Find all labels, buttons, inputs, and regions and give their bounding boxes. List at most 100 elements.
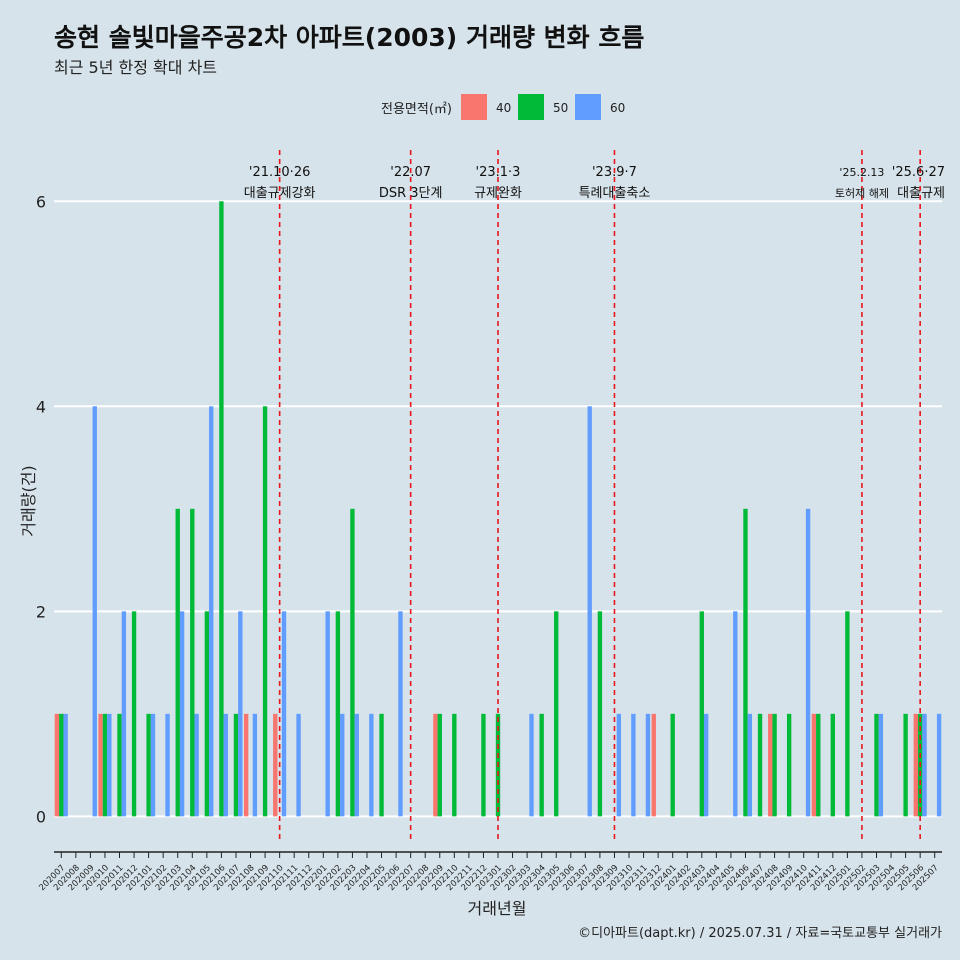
event-date-label: '25.2.13 [839, 166, 884, 179]
bar-50-202407 [757, 713, 763, 817]
y-axis-title: 거래량(건) [19, 465, 38, 536]
bar-60-202105 [209, 406, 214, 817]
bar-60-202405 [733, 611, 738, 817]
bar-50-202101 [146, 713, 151, 817]
bar-60-202010 [107, 713, 112, 817]
event-date-label: '22.07 [390, 165, 431, 180]
bar-60-202110 [281, 611, 287, 817]
bar-50-202411 [816, 713, 821, 817]
bar-50-202503 [874, 713, 879, 817]
bar-40-202209 [433, 713, 438, 817]
bar-60-202307 [587, 406, 592, 817]
bar-50-202209 [437, 713, 442, 817]
y-tick-label: 6 [36, 192, 46, 211]
y-tick-label: 4 [36, 397, 46, 416]
bar-50-202012 [131, 611, 137, 817]
bar-50-202109 [262, 406, 268, 817]
x-axis: 2020072020082020092020102020112020122021… [37, 851, 942, 893]
y-tick-label: 0 [36, 807, 46, 826]
bar-60-202102 [165, 713, 170, 817]
event-date-label: '25.6·27 [892, 165, 945, 180]
bar-50-202304 [539, 713, 544, 817]
bar-50-202107 [233, 713, 239, 817]
bar-60-202503 [878, 713, 884, 817]
event-name-label: DSR 3단계 [379, 186, 443, 201]
bar-40-202312 [651, 713, 656, 817]
bar-50-202010 [102, 713, 108, 817]
bar-40-202408 [768, 713, 773, 817]
event-date-label: '23.9·7 [592, 165, 637, 180]
bar-60-202101 [150, 713, 156, 817]
chart-subtitle: 최근 5년 한정 확대 차트 [54, 58, 218, 77]
bar-50-202202 [335, 611, 341, 817]
bar-50-202205 [379, 713, 384, 817]
bar-60-202410 [805, 508, 811, 817]
bar-60-202108 [252, 713, 258, 817]
legend-label-40: 40 [496, 101, 511, 115]
legend-swatch-40 [461, 94, 487, 120]
legend-label-60: 60 [610, 101, 625, 115]
bar-50-202406 [743, 508, 748, 817]
bar-50-202501 [845, 611, 850, 817]
bar-60-202106 [223, 713, 228, 817]
chart-title: 송현 솔빛마을주공2차 아파트(2003) 거래량 변화 흐름 [54, 23, 645, 52]
bar-60-202311 [645, 713, 651, 817]
legend: 전용면적(㎡) 40 50 60 [381, 94, 625, 120]
bars [54, 201, 942, 817]
bar-40-202108 [243, 713, 249, 817]
bar-60-202204 [369, 713, 374, 817]
bar-60-202507 [936, 713, 942, 817]
event-date-label: '23.1·3 [476, 165, 521, 180]
bar-50-202106 [219, 201, 224, 817]
bar-40-202506 [913, 713, 918, 817]
bar-40-202007 [54, 713, 60, 817]
bar-50-202203 [350, 508, 355, 817]
legend-title: 전용면적(㎡) [381, 102, 452, 117]
bar-60-202202 [340, 713, 345, 817]
bar-60-202203 [354, 713, 359, 817]
bar-60-202103 [179, 611, 185, 817]
bar-50-202403 [699, 611, 704, 817]
bar-50-202104 [190, 508, 195, 817]
bar-60-202206 [398, 611, 403, 817]
bar-50-202212 [481, 713, 486, 817]
bar-50-202401 [670, 713, 675, 817]
event-name-label: 대출규제 [897, 186, 945, 201]
event-name-label: 특례대출축소 [579, 186, 651, 201]
event-name-label: 토허제 해제 [835, 186, 889, 200]
source-caption: ©디아파트(dapt.kr) / 2025.07.31 / 자료=국토교통부 실… [578, 926, 942, 941]
bar-50-202412 [830, 713, 836, 817]
bar-50-202408 [772, 713, 777, 817]
legend-swatch-50 [518, 94, 544, 120]
bar-50-202103 [175, 508, 180, 817]
bar-60-202104 [194, 713, 199, 817]
bar-40-202010 [98, 713, 103, 817]
bar-50-202105 [204, 611, 210, 817]
y-tick-label: 2 [36, 602, 46, 621]
bar-60-202011 [121, 611, 127, 817]
y-axis: 0 2 4 6 [36, 192, 46, 826]
bar-50-202308 [597, 611, 603, 817]
bar-50-202011 [117, 713, 122, 817]
bar-40-202411 [811, 713, 817, 817]
event-name-label: 규제완화 [474, 186, 522, 201]
bar-60-202303 [529, 713, 534, 817]
bar-60-202506 [922, 713, 927, 817]
bar-60-202406 [747, 713, 753, 817]
bar-60-202107 [238, 611, 243, 817]
bar-50-202305 [554, 611, 559, 817]
bar-60-202007 [63, 713, 68, 817]
bar-60-202309 [616, 713, 622, 817]
event-date-label: '21.10·26 [249, 165, 310, 180]
bar-40-202110 [273, 713, 278, 817]
legend-label-50: 50 [553, 101, 568, 115]
legend-swatch-60 [575, 94, 601, 120]
bar-60-202201 [325, 611, 330, 817]
bar-60-202009 [92, 406, 97, 817]
bar-50-202007 [59, 713, 64, 817]
x-axis-title: 거래년월 [468, 899, 527, 918]
event-name-label: 대출규제강화 [244, 186, 316, 201]
bar-60-202310 [631, 713, 636, 817]
bar-50-202210 [452, 713, 457, 817]
